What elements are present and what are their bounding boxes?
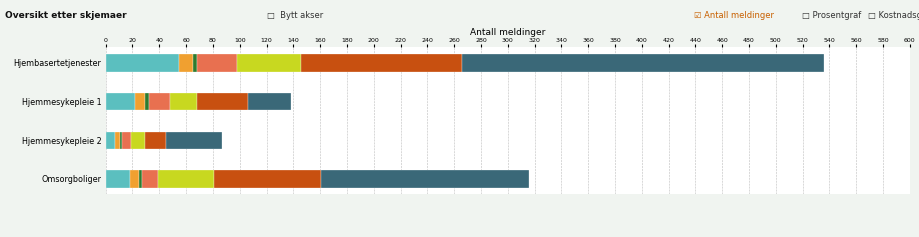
Bar bbox=[144, 93, 149, 110]
Text: ☑ Antall meldinger: ☑ Antall meldinger bbox=[694, 11, 774, 20]
Bar bbox=[139, 170, 142, 188]
Bar bbox=[106, 93, 135, 110]
Bar bbox=[121, 132, 131, 149]
Bar bbox=[301, 54, 462, 72]
Bar bbox=[158, 170, 214, 188]
Bar bbox=[170, 93, 197, 110]
Text: □ Prosentgraf: □ Prosentgraf bbox=[802, 11, 861, 20]
Bar bbox=[166, 132, 222, 149]
Bar bbox=[131, 132, 144, 149]
Bar bbox=[197, 54, 237, 72]
Bar bbox=[135, 93, 144, 110]
Text: Oversikt etter skjemaer: Oversikt etter skjemaer bbox=[5, 11, 126, 20]
X-axis label: Antall meldinger: Antall meldinger bbox=[470, 28, 546, 37]
Bar bbox=[120, 132, 121, 149]
Text: □  Bytt akser: □ Bytt akser bbox=[267, 11, 323, 20]
Text: □ Kostnadsgraf: □ Kostnadsgraf bbox=[868, 11, 919, 20]
Bar bbox=[214, 170, 322, 188]
Bar bbox=[193, 54, 197, 72]
Bar bbox=[106, 132, 115, 149]
Bar bbox=[237, 54, 301, 72]
Bar bbox=[462, 54, 824, 72]
Bar bbox=[144, 132, 166, 149]
Bar bbox=[197, 93, 248, 110]
Bar bbox=[149, 93, 170, 110]
Bar bbox=[115, 132, 120, 149]
Bar bbox=[106, 170, 130, 188]
Bar bbox=[106, 54, 179, 72]
Bar bbox=[142, 170, 158, 188]
Bar bbox=[179, 54, 193, 72]
Bar bbox=[130, 170, 139, 188]
Bar bbox=[248, 93, 290, 110]
Bar bbox=[322, 170, 529, 188]
